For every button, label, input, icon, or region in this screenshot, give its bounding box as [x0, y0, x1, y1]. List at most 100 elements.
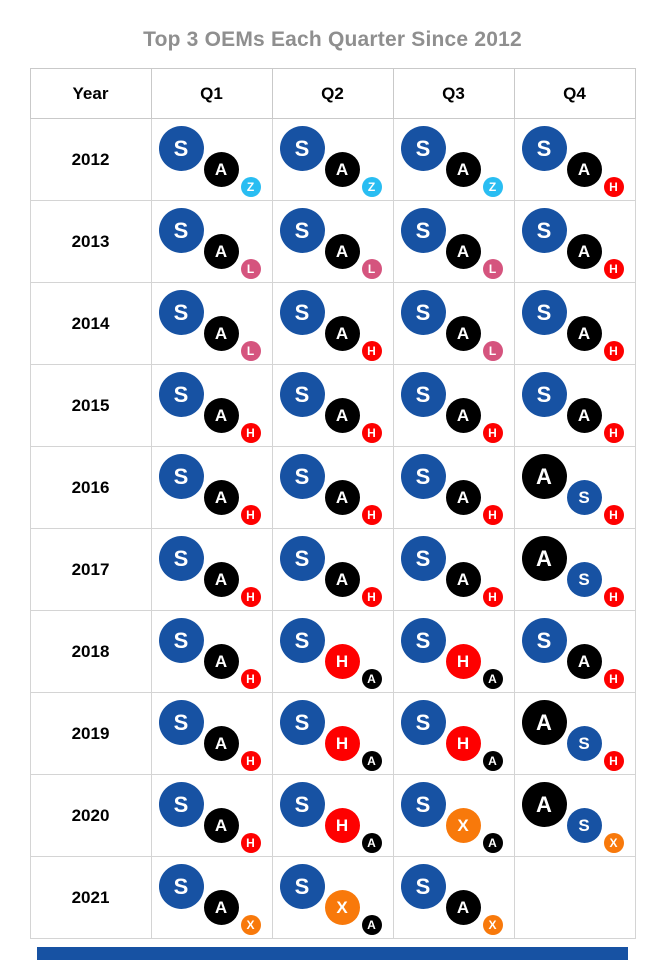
header-row: Year Q1 Q2 Q3 Q4 — [29, 68, 636, 119]
oem-circle-s: S — [521, 372, 567, 417]
oem-circle-a: A — [566, 316, 602, 351]
oem-circle-l: L — [482, 259, 503, 279]
oem-circle-s: S — [158, 782, 204, 827]
oem-circle-a: A — [445, 234, 481, 269]
oem-circle-h: H — [482, 587, 503, 607]
oem-circle-s: S — [279, 782, 325, 827]
oem-ranking-table: Year Q1 Q2 Q3 Q4 2012 S A Z S A Z S A Z S A H 2013 S A L S A L S… — [29, 68, 636, 939]
oem-circle-h: H — [482, 505, 503, 525]
oem-circle-h: H — [324, 808, 360, 843]
oem-circle-x: X — [603, 833, 624, 853]
oem-circle-l: L — [482, 341, 503, 361]
oem-circle-a: A — [521, 454, 567, 499]
oem-circle-a: A — [566, 152, 602, 187]
oem-circle-l: L — [240, 259, 261, 279]
oem-circle-h: H — [324, 644, 360, 679]
oem-circle-s: S — [279, 290, 325, 335]
oem-circle-s: S — [279, 618, 325, 663]
oem-circle-s: S — [158, 126, 204, 171]
oem-circle-h: H — [324, 726, 360, 761]
oem-circle-a: A — [445, 316, 481, 351]
oem-circle-a: A — [203, 234, 239, 269]
year-label: 2021 — [29, 856, 152, 939]
oem-circle-l: L — [240, 341, 261, 361]
oem-circle-a: A — [482, 751, 503, 771]
oem-circle-h: H — [603, 259, 624, 279]
oem-circle-a: A — [445, 562, 481, 597]
oem-circle-a: A — [324, 480, 360, 515]
table-header: Year Q1 Q2 Q3 Q4 — [29, 68, 636, 119]
oem-circle-a: A — [324, 398, 360, 433]
table-row-2014: 2014 S A L S A H S A L S A H — [29, 282, 636, 365]
oem-circle-h: H — [240, 833, 261, 853]
table-row-2013: 2013 S A L S A L S A L S A H — [29, 200, 636, 283]
oem-circle-s: S — [566, 808, 602, 843]
oem-circle-a: A — [203, 316, 239, 351]
oem-circle-a: A — [203, 152, 239, 187]
oem-circle-s: S — [158, 700, 204, 745]
oem-circle-h: H — [240, 505, 261, 525]
oem-circle-a: A — [566, 234, 602, 269]
table-row-2018: 2018 S A H S H A S H A S A H — [29, 610, 636, 693]
oem-circle-a: A — [445, 152, 481, 187]
oem-circle-h: H — [603, 587, 624, 607]
oem-circle-s: S — [158, 618, 204, 663]
oem-circle-a: A — [361, 915, 382, 935]
oem-circle-a: A — [566, 398, 602, 433]
oem-circle-a: A — [361, 751, 382, 771]
oem-circle-s: S — [400, 372, 446, 417]
table-row-2015: 2015 S A H S A H S A H S A H — [29, 364, 636, 447]
oem-circle-s: S — [279, 454, 325, 499]
oem-circle-a: A — [361, 833, 382, 853]
oem-circle-s: S — [158, 536, 204, 581]
oem-circle-s: S — [400, 126, 446, 171]
oem-circle-s: S — [566, 480, 602, 515]
oem-circle-s: S — [400, 290, 446, 335]
year-label: 2018 — [29, 610, 152, 693]
oem-circle-h: H — [603, 423, 624, 443]
column-header-q1: Q1 — [150, 68, 273, 119]
oem-circle-a: A — [445, 398, 481, 433]
oem-circle-h: H — [603, 669, 624, 689]
column-header-year: Year — [29, 68, 152, 119]
oem-circle-s: S — [400, 864, 446, 909]
oem-circle-a: A — [324, 316, 360, 351]
oem-circle-s: S — [158, 454, 204, 499]
year-label: 2013 — [29, 200, 152, 283]
table-row-2020: 2020 S A H S H A S X A A S X — [29, 774, 636, 857]
oem-circle-a: A — [521, 536, 567, 581]
year-label: 2020 — [29, 774, 152, 857]
oem-circle-s: S — [158, 864, 204, 909]
table-row-2016: 2016 S A H S A H S A H A S H — [29, 446, 636, 529]
oem-circle-a: A — [324, 152, 360, 187]
oem-circle-h: H — [603, 505, 624, 525]
oem-circle-a: A — [203, 562, 239, 597]
oem-circle-s: S — [158, 208, 204, 253]
oem-circle-z: Z — [240, 177, 261, 197]
oem-circle-s: S — [521, 290, 567, 335]
oem-circle-s: S — [400, 454, 446, 499]
table-row-2012: 2012 S A Z S A Z S A Z S A H — [29, 118, 636, 201]
